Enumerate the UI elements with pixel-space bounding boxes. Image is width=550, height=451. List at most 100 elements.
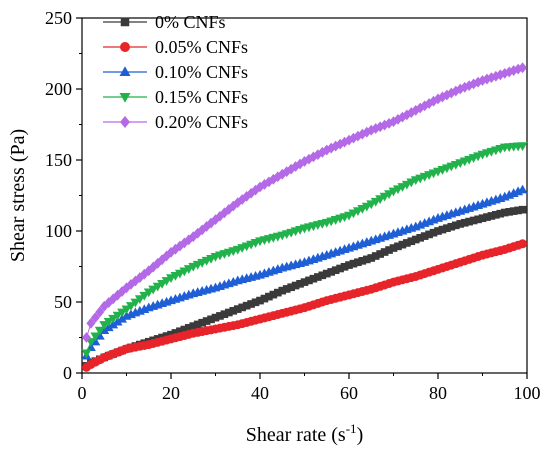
data-point <box>81 349 92 359</box>
data-point <box>189 322 198 330</box>
data-point <box>362 255 371 264</box>
series-2 <box>81 184 528 360</box>
data-point <box>402 109 412 121</box>
y-tick-label: 150 <box>45 150 72 170</box>
data-point <box>406 107 416 118</box>
data-point <box>416 233 425 242</box>
data-point <box>216 312 224 320</box>
data-point <box>411 235 420 244</box>
data-point <box>518 239 528 249</box>
series-layer <box>81 62 528 372</box>
data-point <box>465 217 473 226</box>
data-point <box>340 262 349 271</box>
data-point <box>238 303 247 312</box>
data-point <box>206 217 216 229</box>
data-point <box>443 224 451 232</box>
data-point <box>478 75 487 86</box>
data-point <box>103 317 114 327</box>
data-point <box>434 227 442 235</box>
data-point <box>348 132 358 144</box>
data-point <box>207 315 215 324</box>
data-point <box>220 310 229 319</box>
data-point <box>385 246 393 254</box>
data-point <box>513 63 523 75</box>
data-point <box>180 325 189 334</box>
data-point <box>121 305 132 315</box>
y-tick-label: 250 <box>45 8 72 28</box>
data-point <box>483 213 491 221</box>
data-point <box>478 214 487 223</box>
x-tick-label: 40 <box>251 383 269 403</box>
data-point <box>357 128 367 140</box>
data-point <box>313 149 323 161</box>
data-point <box>256 296 264 305</box>
data-point <box>287 283 295 292</box>
plot-frame <box>81 17 528 374</box>
data-point <box>291 281 300 290</box>
data-point <box>211 313 220 322</box>
legend-marker <box>119 93 131 103</box>
data-point <box>425 230 433 239</box>
data-point <box>309 274 318 283</box>
data-point <box>509 65 519 76</box>
data-point <box>514 206 522 215</box>
data-point <box>371 252 380 260</box>
data-point <box>437 91 447 103</box>
data-point <box>376 250 384 258</box>
data-point <box>219 207 229 219</box>
data-point <box>420 232 429 240</box>
data-point <box>451 221 460 230</box>
data-point <box>198 318 206 327</box>
data-point <box>500 208 509 217</box>
x-axis-title-main: Shear rate (s <box>246 424 346 446</box>
series-4 <box>81 62 528 343</box>
data-point <box>424 98 434 109</box>
data-point <box>336 264 344 273</box>
data-point <box>492 210 500 219</box>
data-point <box>518 205 527 214</box>
data-point <box>469 216 478 225</box>
data-point <box>331 266 340 275</box>
data-point <box>474 215 482 224</box>
legend-item: 0% CNFs <box>103 12 226 32</box>
data-point <box>90 332 101 342</box>
legend-label: 0.05% CNFs <box>155 37 248 57</box>
data-point <box>375 121 385 133</box>
data-point <box>175 240 185 252</box>
data-point <box>225 308 233 317</box>
data-point <box>265 292 273 301</box>
data-point <box>394 242 402 251</box>
data-point <box>495 69 505 81</box>
x-tick-label: 0 <box>78 383 87 403</box>
data-point <box>517 142 528 151</box>
y-tick-label: 50 <box>54 292 72 312</box>
y-axis-title: Shear stress (Pa) <box>7 129 29 262</box>
data-point <box>411 104 421 116</box>
axes-layer: 0 20 40 60 80 100 0 50 100 150 200 250 <box>45 8 541 403</box>
data-point <box>233 197 243 208</box>
data-point <box>171 329 180 337</box>
data-point <box>117 308 127 318</box>
data-point <box>229 306 238 315</box>
series-line <box>86 67 523 338</box>
data-point <box>300 278 309 286</box>
data-point <box>112 316 123 326</box>
data-point <box>269 290 278 299</box>
data-point <box>108 319 119 329</box>
data-point <box>327 268 336 276</box>
data-point <box>193 320 202 329</box>
x-tick-label: 20 <box>162 383 180 403</box>
data-point <box>184 324 193 332</box>
data-point <box>296 279 304 288</box>
data-point <box>518 62 528 74</box>
data-point <box>433 93 443 105</box>
x-axis-title-end: ) <box>357 424 364 446</box>
data-point <box>322 269 331 278</box>
data-point <box>460 218 469 227</box>
legend-label: 0.20% CNFs <box>155 112 248 132</box>
data-point <box>451 85 461 97</box>
data-point <box>86 317 96 329</box>
data-point <box>456 220 465 228</box>
